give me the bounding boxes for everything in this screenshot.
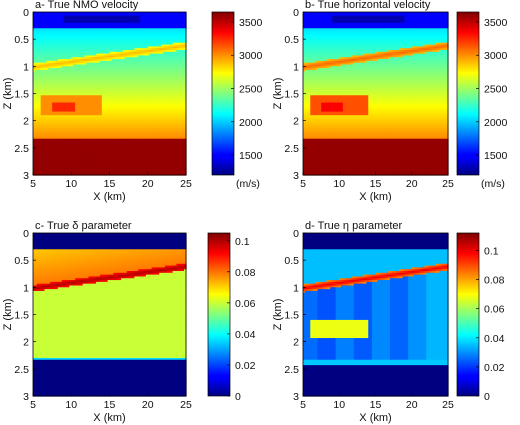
- heatmap-cells: [33, 12, 187, 176]
